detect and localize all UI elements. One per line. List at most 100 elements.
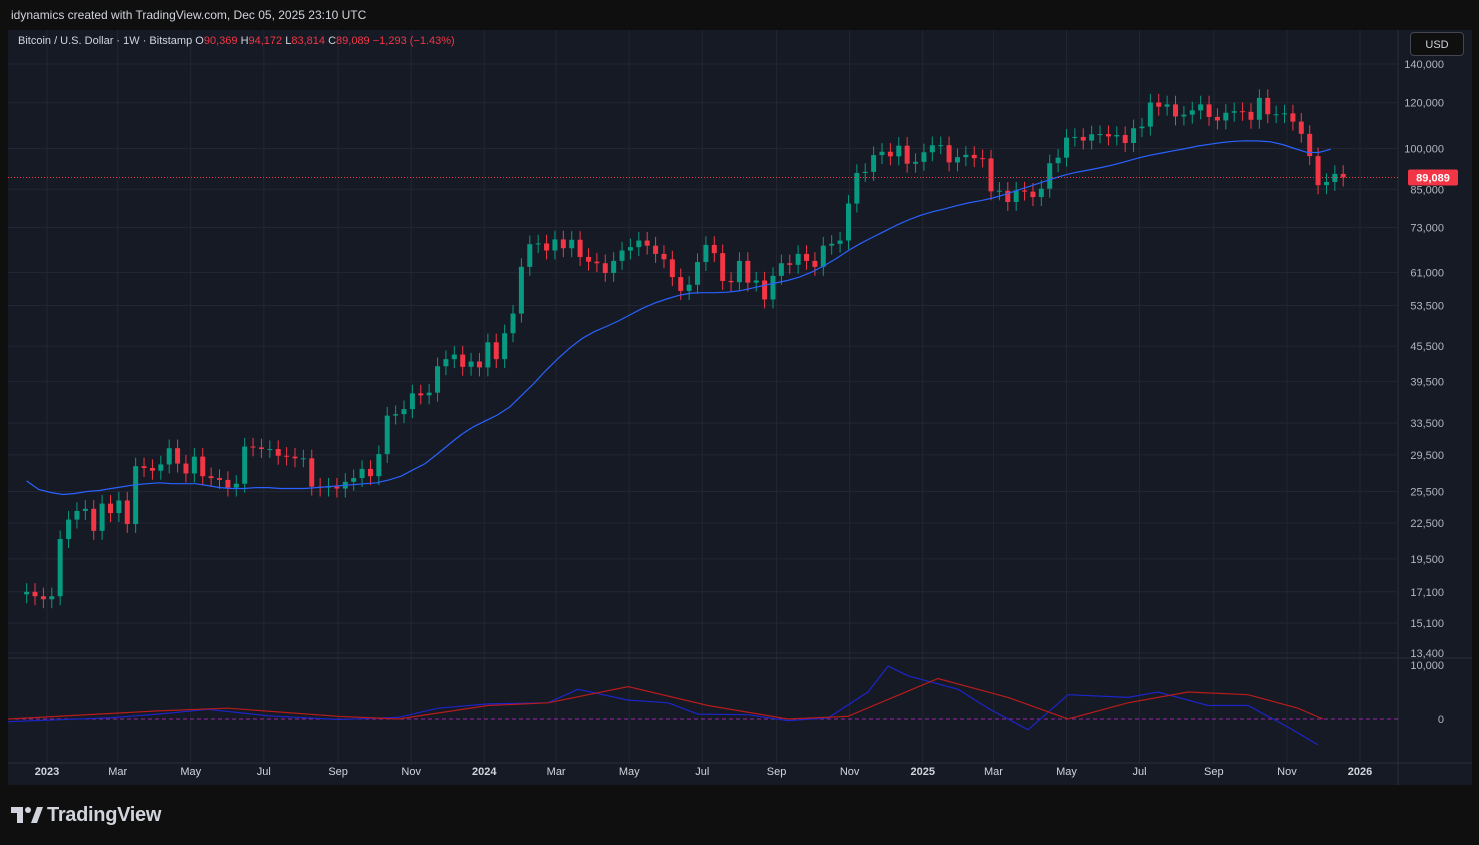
candle — [1256, 97, 1262, 120]
candle — [560, 239, 566, 249]
candle — [1265, 97, 1271, 115]
candle — [1080, 136, 1086, 141]
attribution-text: idynamics created with TradingView.com, … — [11, 8, 367, 22]
candle — [141, 466, 147, 469]
candle — [1139, 126, 1145, 129]
candle — [669, 259, 675, 278]
candle — [1038, 188, 1044, 198]
candle — [1164, 104, 1170, 107]
candle — [91, 508, 97, 531]
candle — [1114, 135, 1120, 137]
time-tick-label: Nov — [840, 766, 860, 778]
candle — [57, 539, 63, 597]
candle — [1131, 128, 1137, 143]
candle — [107, 503, 113, 514]
price-tick-label: 17,100 — [1410, 587, 1444, 599]
candle — [1072, 136, 1078, 138]
candle — [544, 243, 550, 251]
time-tick-label: May — [180, 766, 201, 778]
candle — [1173, 104, 1179, 117]
price-tick-label: 85,000 — [1410, 184, 1444, 196]
time-tick-label: Jul — [1133, 766, 1147, 778]
price-tick-label: 29,500 — [1410, 450, 1444, 462]
candle — [1214, 116, 1220, 121]
candle — [770, 275, 776, 300]
time-tick-label: Nov — [1277, 766, 1297, 778]
price-chart[interactable]: 89,089 140,000 120,000 100,000 85,000 73,000 6… — [8, 30, 1472, 785]
candle — [175, 448, 181, 464]
attribution-bar: idynamics created with TradingView.com, … — [0, 0, 1479, 30]
candle — [250, 446, 256, 448]
price-tick-label: 61,000 — [1410, 268, 1444, 280]
candle — [292, 456, 298, 459]
candle — [426, 392, 432, 396]
candle — [602, 263, 608, 273]
candle — [493, 342, 499, 360]
candle — [1231, 111, 1237, 113]
chart-panel[interactable]: 89,089 140,000 120,000 100,000 85,000 73,000 6… — [8, 30, 1472, 785]
candle — [191, 456, 197, 474]
open-label: O — [195, 35, 204, 47]
candle — [577, 239, 583, 257]
candle — [1307, 133, 1313, 157]
candle — [300, 458, 306, 460]
candle — [686, 284, 692, 291]
candle — [435, 366, 441, 393]
candle — [49, 596, 55, 600]
candle — [636, 240, 642, 248]
candle — [644, 240, 650, 246]
time-tick-label: 2024 — [472, 766, 497, 778]
candle — [845, 203, 851, 241]
open-value: 90,369 — [203, 35, 238, 47]
candle — [1290, 113, 1296, 122]
candle — [1298, 121, 1304, 134]
candle — [1097, 134, 1103, 136]
candle — [384, 415, 390, 455]
time-tick-label: 2026 — [1348, 766, 1372, 778]
candle — [703, 244, 709, 263]
candle — [954, 157, 960, 163]
price-tick-label: 73,000 — [1410, 222, 1444, 234]
time-tick-label: Mar — [984, 766, 1003, 778]
candle — [753, 280, 759, 283]
candle — [1022, 190, 1028, 192]
candle — [585, 256, 591, 262]
candle — [862, 171, 868, 173]
candle — [778, 263, 784, 276]
candle — [32, 591, 38, 597]
candle — [1189, 110, 1195, 115]
candle — [720, 253, 726, 281]
moving-average-line — [26, 140, 1331, 496]
price-tick-label: 33,500 — [1410, 418, 1444, 430]
candle — [627, 247, 633, 251]
candle — [829, 243, 835, 246]
candle — [820, 245, 826, 267]
candle — [1055, 157, 1061, 164]
candle — [208, 476, 214, 479]
candle — [1047, 163, 1053, 189]
candle — [762, 280, 768, 300]
candle — [887, 151, 893, 157]
candle — [854, 172, 860, 204]
candle — [1323, 181, 1329, 186]
candle — [275, 449, 281, 456]
brand-name: TradingView — [47, 803, 162, 826]
symbol-legend: Bitcoin / U.S. Dollar · 1W · Bitstamp O9… — [18, 35, 455, 47]
change-value: −1,293 (−1.43%) — [372, 35, 455, 47]
time-tick-label: 2025 — [910, 766, 934, 778]
candle — [996, 190, 1002, 192]
candle — [745, 260, 751, 283]
price-tick-label: 19,500 — [1410, 554, 1444, 566]
currency-button[interactable]: USD — [1410, 32, 1464, 56]
candle — [359, 468, 365, 479]
candle — [233, 483, 239, 488]
candle — [661, 253, 667, 260]
candle — [183, 463, 189, 474]
candle — [510, 313, 516, 334]
candle — [980, 158, 986, 160]
candle — [527, 244, 533, 267]
oscillator-tick-label: 0 — [1438, 714, 1444, 726]
tradingview-brand[interactable]: TradingView — [11, 803, 161, 827]
candle — [896, 145, 902, 157]
candle — [963, 154, 969, 158]
